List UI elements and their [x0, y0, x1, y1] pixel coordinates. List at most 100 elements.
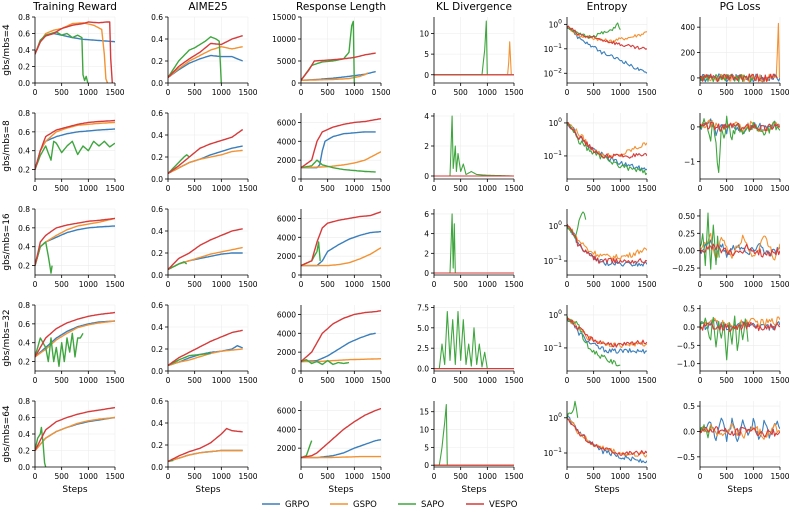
x-tick-label: 0 — [299, 184, 304, 193]
x-tick-label: 1500 — [105, 472, 124, 481]
y-tick-label: 2 — [424, 249, 429, 258]
x-tick-label: 1500 — [371, 280, 390, 289]
panel: 0 −1 0 500 1000 1500 — [684, 113, 790, 193]
y-tick-label: 0 — [690, 123, 695, 132]
series-group — [434, 20, 514, 76]
y-tick-label: 0.5 — [683, 305, 695, 314]
series-line-vespo — [301, 52, 376, 81]
series-group — [301, 407, 381, 459]
x-tick-label: 0 — [698, 184, 703, 193]
y-tick-label: 10−1 — [544, 255, 563, 266]
x-tick-label: 0 — [565, 184, 570, 193]
y-tick-label: 6000 — [277, 118, 296, 127]
panel: 0.0 0.2 0.4 0.6 0.8 0 500 1000 1500 — [18, 397, 125, 481]
series-group — [700, 417, 780, 443]
x-tick-label: 1000 — [611, 280, 630, 289]
x-tick-label: 1000 — [478, 280, 497, 289]
x-tick-label: 1500 — [238, 280, 257, 289]
x-tick-label: 0 — [299, 472, 304, 481]
y-tick-label: 0 — [690, 74, 695, 83]
y-tick-label: 4 — [424, 112, 429, 121]
y-tick-label: 0.2 — [151, 57, 163, 66]
x-tick-label: 500 — [454, 376, 469, 385]
x-tick-label: 500 — [720, 472, 735, 481]
column-title: AIME25 — [188, 1, 227, 13]
series-group — [35, 21, 115, 84]
panel: 0.0 0.2 0.4 0.6 0 500 1000 1500 — [151, 301, 258, 385]
x-axis-label: Steps — [594, 485, 619, 495]
series-line-sapo — [301, 241, 321, 267]
legend-label: VESPO — [489, 500, 518, 510]
series-line-vespo — [168, 228, 243, 270]
series-group — [301, 211, 381, 267]
y-tick-label: 10−1 — [544, 43, 563, 54]
x-tick-label: 0 — [432, 472, 437, 481]
x-tick-label: 500 — [55, 88, 70, 97]
series-line-vespo — [35, 217, 115, 266]
series-line-gspo — [168, 449, 243, 463]
y-tick-label: 0.6 — [18, 128, 30, 137]
x-tick-label: 1500 — [504, 472, 523, 481]
y-tick-label: 2.5 — [417, 344, 429, 353]
legend-item: GRPO — [262, 500, 310, 510]
panel: 0.0 0.2 0.4 0.6 0 500 1000 1500 — [151, 205, 258, 289]
y-tick-label: 10−1 — [544, 150, 563, 161]
legend-item: VESPO — [466, 500, 518, 510]
y-tick-label: 2000 — [277, 156, 296, 165]
y-tick-label: 4000 — [277, 425, 296, 434]
row-label: gbs/mbs=16 — [2, 213, 12, 271]
series-line-vespo — [168, 35, 243, 78]
x-tick-label: 500 — [55, 472, 70, 481]
y-tick-label: 0.2 — [18, 262, 30, 271]
x-tick-label: 1500 — [504, 88, 523, 97]
series-line-grpo — [301, 332, 376, 363]
series-line-gspo — [35, 121, 115, 170]
x-axis-label: Steps — [727, 485, 752, 495]
series-line-grpo — [35, 128, 115, 170]
y-tick-label: 0 — [291, 175, 296, 184]
y-tick-label: 0 — [424, 71, 429, 80]
y-tick-label: 0.0 — [151, 175, 163, 184]
x-tick-label: 1500 — [105, 184, 124, 193]
legend-item: GSPO — [330, 500, 377, 510]
y-tick-label: 10−1 — [544, 447, 563, 458]
series-line-sapo — [35, 426, 47, 468]
y-tick-label: 10−1 — [544, 342, 563, 353]
x-tick-label: 500 — [321, 184, 336, 193]
x-tick-label: 500 — [188, 88, 203, 97]
y-tick-label: 5 — [424, 50, 429, 59]
x-tick-label: 0 — [33, 376, 38, 385]
series-line-vespo — [700, 321, 780, 332]
series-line-vespo — [700, 426, 780, 438]
series-line-sapo — [35, 31, 89, 84]
row-label: gbs/mbs=32 — [2, 309, 12, 366]
x-tick-label: 500 — [188, 280, 203, 289]
y-tick-label: 0 — [291, 79, 296, 88]
series-line-sapo — [168, 352, 211, 367]
y-tick-label: 2 — [424, 142, 429, 151]
x-tick-label: 1500 — [504, 376, 523, 385]
x-tick-label: 0 — [565, 472, 570, 481]
y-tick-label: 6000 — [277, 406, 296, 415]
y-tick-label: 6000 — [277, 214, 296, 223]
series-line-gspo — [567, 418, 647, 458]
series-line-grpo — [301, 230, 381, 267]
x-tick-label: 1000 — [345, 184, 364, 193]
panel: 0 200 400 0 500 1000 1500 — [681, 17, 790, 97]
y-tick-label: 10−2 — [544, 67, 563, 78]
x-tick-label: 0 — [565, 280, 570, 289]
x-tick-label: 1500 — [637, 88, 656, 97]
x-axis-label: Steps — [461, 485, 486, 495]
series-line-vespo — [301, 407, 381, 459]
x-tick-label: 1500 — [504, 280, 523, 289]
x-tick-label: 1000 — [79, 184, 98, 193]
x-tick-label: 1500 — [238, 88, 257, 97]
x-tick-label: 500 — [720, 376, 735, 385]
x-tick-label: 0 — [432, 184, 437, 193]
x-tick-label: 0 — [698, 472, 703, 481]
x-tick-label: 1000 — [744, 376, 763, 385]
x-tick-label: 0 — [166, 184, 171, 193]
x-tick-label: 1000 — [744, 184, 763, 193]
